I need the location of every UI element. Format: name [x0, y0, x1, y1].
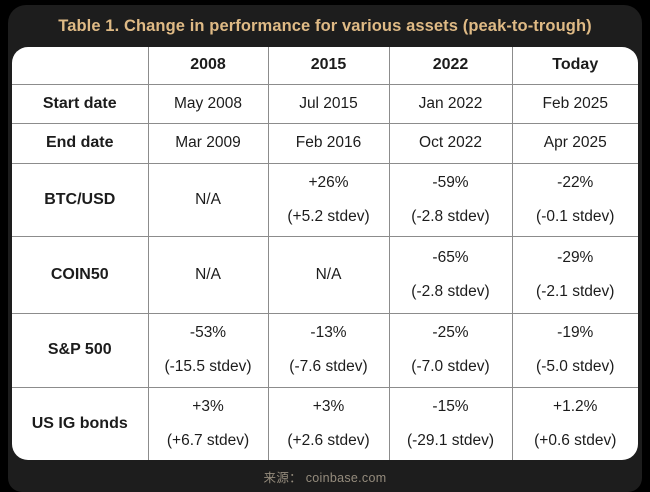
header-cell-2015: 2015	[267, 47, 390, 85]
performance-table: 2008 2015 2022 Today Start date May 2008…	[12, 47, 638, 460]
cell-bond-2008: +3% (+6.7 stdev)	[147, 386, 269, 460]
cell-value: +1.2%	[553, 397, 598, 415]
cell-value: -15%	[432, 397, 469, 415]
cell-spx-today: -19% (-5.0 stdev)	[511, 312, 638, 388]
cell-value: Feb 2025	[542, 94, 609, 112]
cell-coin-2008: N/A	[147, 235, 269, 314]
cell-value: N/A	[195, 265, 221, 283]
cell-btc-today: -22% (-0.1 stdev)	[511, 162, 638, 237]
cell-value: -25%	[432, 324, 469, 341]
cell-btc-2022: -59% (-2.8 stdev)	[388, 162, 513, 237]
cell-value: -59%	[432, 173, 469, 191]
header-cell-today: Today	[511, 47, 638, 85]
cell-start-2022: Jan 2022	[388, 83, 513, 124]
cell-spx-2015: -13% (-7.6 stdev)	[267, 312, 390, 388]
cell-start-today: Feb 2025	[511, 83, 638, 124]
cell-start-2008: May 2008	[147, 83, 269, 124]
table-row-btc-usd: BTC/USD N/A +26% (+5.2 stdev) -59% (-2.8…	[12, 162, 638, 237]
cell-stdev: (-5.0 stdev)	[536, 358, 615, 375]
cell-stdev: (-29.1 stdev)	[406, 431, 494, 449]
cell-value: Jan 2022	[418, 94, 483, 112]
cell-value: +3%	[312, 397, 345, 415]
source-attribution: 来源： coinbase.com	[263, 470, 387, 485]
title-bar: Table 1. Change in performance for vario…	[8, 5, 642, 47]
row-label-sp500: S&P 500	[12, 312, 149, 388]
cell-end-2022: Oct 2022	[388, 122, 513, 164]
cell-spx-2008: -53% (-15.5 stdev)	[147, 312, 269, 388]
cell-value: -53%	[189, 324, 227, 341]
cell-stdev: (+2.6 stdev)	[287, 431, 370, 449]
cell-stdev: (-7.0 stdev)	[411, 358, 490, 375]
cell-stdev: (-2.8 stdev)	[411, 207, 490, 225]
header-cell-empty	[12, 47, 149, 85]
cell-value: Feb 2016	[295, 134, 362, 151]
table-row-sp500: S&P 500 -53% (-15.5 stdev) -13% (-7.6 st…	[12, 312, 638, 388]
cell-btc-2008: N/A	[147, 162, 269, 237]
row-label-coin50: COIN50	[12, 235, 149, 314]
table-card: 2008 2015 2022 Today Start date May 2008…	[12, 47, 638, 460]
cell-value: Oct 2022	[419, 134, 482, 151]
cell-stdev: (-7.6 stdev)	[289, 358, 368, 375]
cell-coin-2022: -65% (-2.8 stdev)	[388, 235, 513, 314]
cell-bond-2022: -15% (-29.1 stdev)	[388, 386, 513, 460]
cell-spx-2022: -25% (-7.0 stdev)	[388, 312, 513, 388]
cell-value: May 2008	[173, 94, 243, 112]
cell-value: Apr 2025	[543, 134, 607, 151]
cell-coin-2015: N/A	[267, 235, 390, 314]
cell-bond-today: +1.2% (+0.6 stdev)	[511, 386, 638, 460]
cell-stdev: (+5.2 stdev)	[287, 207, 370, 225]
cell-value: Mar 2009	[175, 134, 241, 151]
row-label-btc-usd: BTC/USD	[12, 162, 149, 237]
cell-stdev: (-15.5 stdev)	[164, 358, 252, 375]
cell-start-2015: Jul 2015	[267, 83, 390, 124]
row-label-us-ig-bonds: US IG bonds	[12, 386, 149, 460]
table-row-coin50: COIN50 N/A N/A -65% (-2.8 stdev) -29%	[12, 235, 638, 314]
table-row-end-date: End date Mar 2009 Feb 2016 Oct 2022 Apr …	[12, 122, 638, 164]
cell-value: -19%	[557, 324, 594, 341]
cell-stdev: (-2.1 stdev)	[536, 282, 615, 300]
table-title: Table 1. Change in performance for vario…	[58, 16, 592, 35]
cell-stdev: (+0.6 stdev)	[534, 431, 617, 449]
header-cell-2022: 2022	[388, 47, 513, 85]
cell-value: +26%	[308, 173, 349, 191]
row-label-end-date: End date	[12, 122, 149, 164]
cell-btc-2015: +26% (+5.2 stdev)	[267, 162, 390, 237]
cell-bond-2015: +3% (+2.6 stdev)	[267, 386, 390, 460]
table-row-us-ig-bonds: US IG bonds +3% (+6.7 stdev) +3% (+2.6 s…	[12, 386, 638, 460]
cell-end-2008: Mar 2009	[147, 122, 269, 164]
cell-value: -13%	[310, 324, 347, 341]
table-header-row: 2008 2015 2022 Today	[12, 47, 638, 85]
cell-end-today: Apr 2025	[511, 122, 638, 164]
cell-value: +3%	[192, 397, 224, 415]
table-row-start-date: Start date May 2008 Jul 2015 Jan 2022 Fe…	[12, 83, 638, 124]
cell-value: Jul 2015	[299, 94, 358, 112]
cell-stdev: (-0.1 stdev)	[536, 207, 615, 225]
cell-value: N/A	[195, 190, 221, 208]
cell-value: -29%	[557, 248, 594, 266]
cell-value: -65%	[432, 248, 469, 266]
cell-stdev: (+6.7 stdev)	[166, 431, 250, 449]
row-label-start-date: Start date	[12, 83, 149, 124]
cell-stdev: (-2.8 stdev)	[411, 282, 490, 300]
source-bar: 来源： coinbase.com	[8, 460, 642, 492]
cell-coin-today: -29% (-2.1 stdev)	[511, 235, 638, 314]
cell-value: N/A	[315, 265, 342, 283]
header-cell-2008: 2008	[147, 47, 269, 85]
cell-value: -22%	[557, 173, 594, 191]
dark-card: Table 1. Change in performance for vario…	[8, 5, 642, 492]
cell-end-2015: Feb 2016	[267, 122, 390, 164]
